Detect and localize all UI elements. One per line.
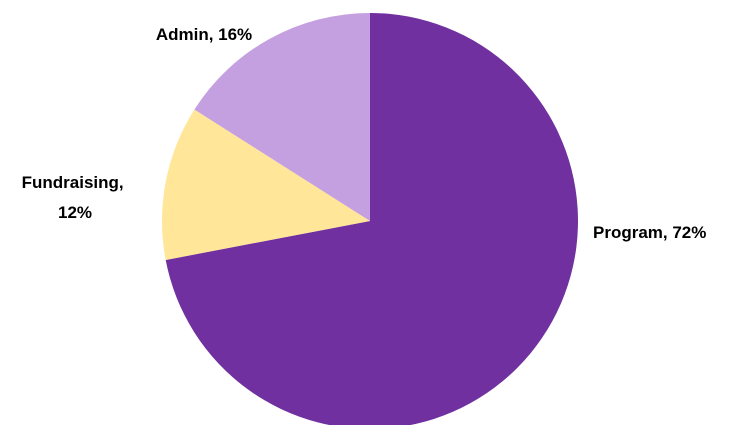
- pie-slice-fundraising: [162, 109, 370, 260]
- pie-labels: Program, 72% Fundraising, 12% Admin, 16%: [22, 25, 707, 242]
- label-fundraising-line1: Fundraising,: [22, 173, 124, 192]
- pie-slices: [162, 13, 578, 425]
- label-fundraising-line2: 12%: [58, 203, 92, 222]
- label-fundraising: Fundraising, 12%: [22, 173, 129, 222]
- pie-slice-admin: [194, 13, 370, 221]
- label-program: Program, 72%: [593, 223, 706, 242]
- pie-slice-program: [165, 13, 578, 425]
- label-admin: Admin, 16%: [156, 25, 252, 44]
